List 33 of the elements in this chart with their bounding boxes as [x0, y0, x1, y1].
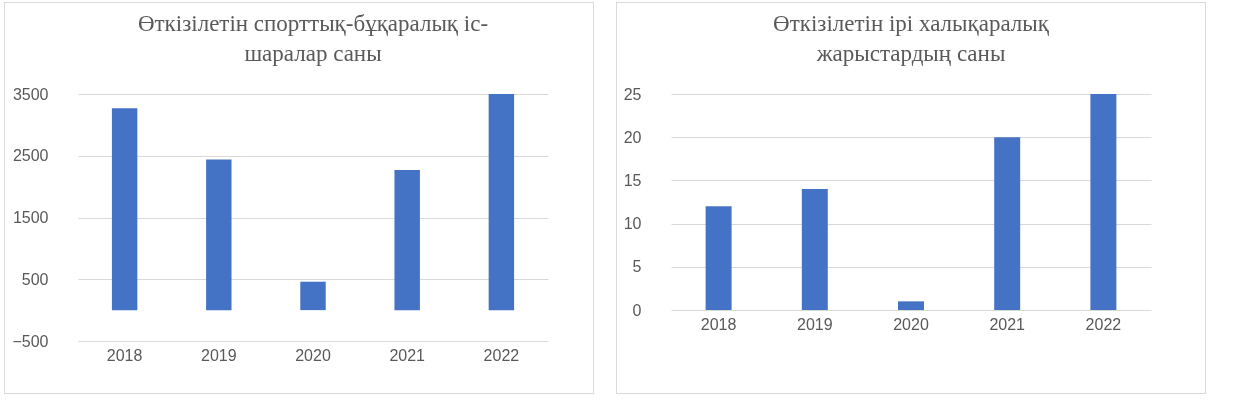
chart-title: Өткізілетін ірі халықаралық жарыстардың саны — [773, 11, 1050, 66]
chart-title: Өткізілетін спорттық-бұқаралық іс-шаралар саны — [137, 11, 489, 66]
bar — [705, 206, 732, 310]
bar — [801, 189, 828, 310]
bar — [394, 169, 420, 311]
y-tick-label: −500 — [12, 332, 49, 350]
x-tick-label: 2018 — [106, 346, 143, 364]
x-tick-label: 2022 — [483, 346, 520, 364]
bar — [206, 159, 232, 311]
x-tick-label: 2022 — [1085, 315, 1122, 333]
y-tick-label: 5 — [632, 258, 642, 276]
y-tick-label: 0 — [632, 301, 642, 319]
y-tick-label: 20 — [623, 128, 642, 146]
y-tick-label: 3500 — [12, 85, 49, 103]
y-tick-label: 2500 — [12, 147, 49, 165]
x-tick-label: 2018 — [700, 315, 737, 333]
bar — [111, 108, 138, 311]
x-tick-label: 2021 — [989, 315, 1026, 333]
bar — [300, 281, 326, 311]
bar — [994, 137, 1021, 310]
y-tick-label: 1500 — [12, 209, 49, 226]
y-tick-label: 15 — [623, 171, 642, 189]
bar — [898, 301, 924, 310]
x-tick-label: 2020 — [893, 315, 929, 333]
x-tick-label: 2019 — [201, 346, 237, 364]
bar — [488, 94, 515, 311]
x-tick-label: 2021 — [389, 346, 426, 364]
y-tick-label: 500 — [21, 270, 49, 288]
x-tick-label: 2019 — [797, 315, 833, 333]
bar — [1090, 94, 1117, 310]
y-tick-label: 25 — [623, 85, 642, 103]
x-tick-label: 2020 — [295, 346, 331, 364]
y-tick-label: 10 — [623, 215, 642, 233]
